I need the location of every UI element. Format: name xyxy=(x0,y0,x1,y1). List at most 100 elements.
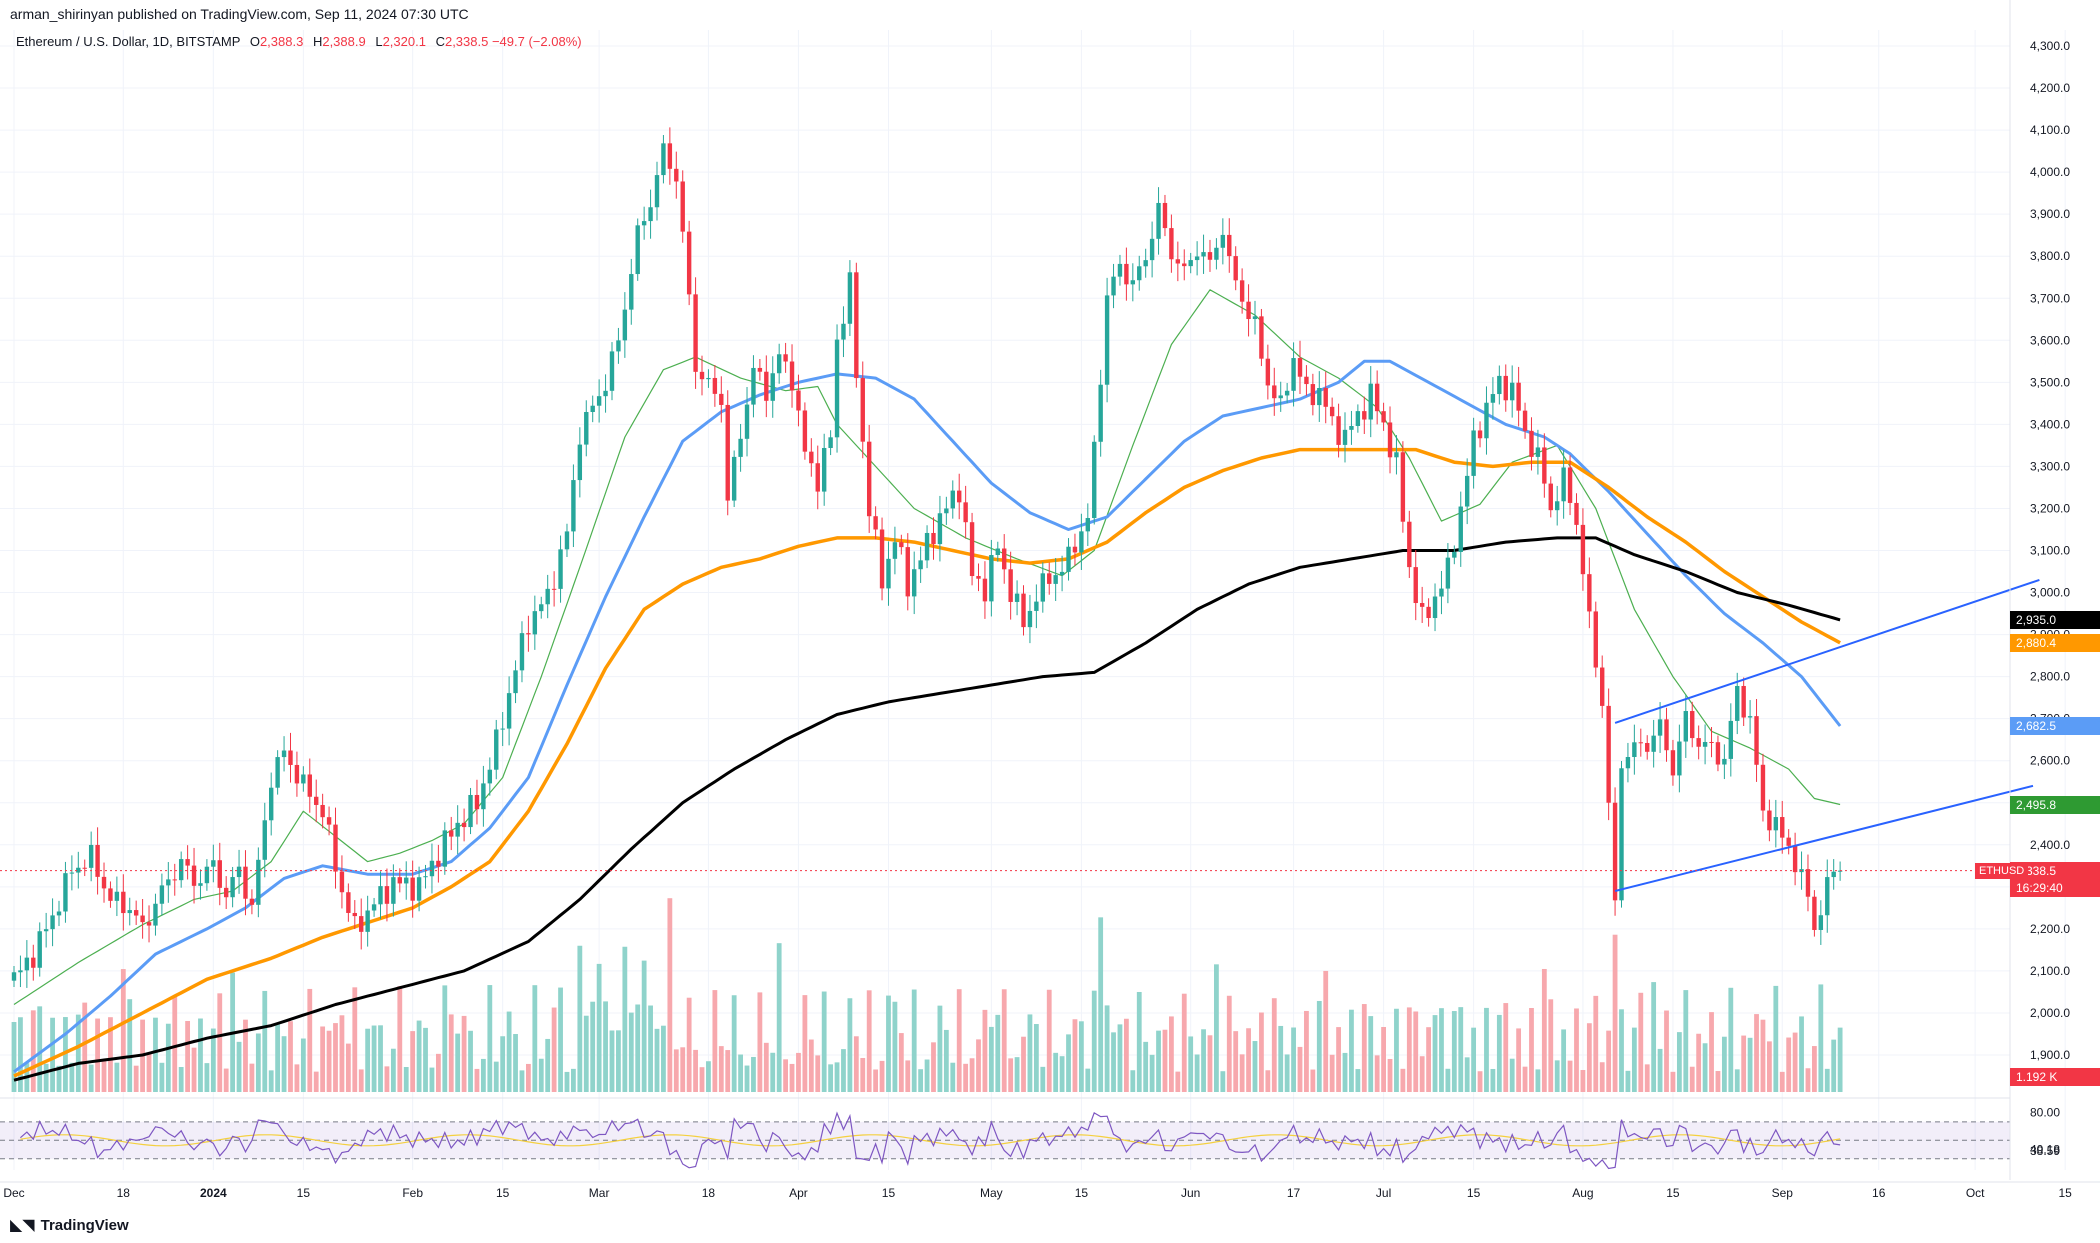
volume-bar xyxy=(1394,1008,1399,1092)
candle-body xyxy=(1574,502,1579,525)
volume-bar xyxy=(403,1067,409,1092)
volume-bar xyxy=(1323,970,1329,1092)
candle-body xyxy=(1509,382,1515,401)
candle-body xyxy=(31,957,36,968)
volume-bar xyxy=(712,990,718,1092)
volume-bar xyxy=(1265,1070,1271,1092)
candle-body xyxy=(1272,385,1277,399)
x-tick-label: 15 xyxy=(496,1186,510,1200)
volume-bar xyxy=(886,995,891,1092)
volume-bar xyxy=(1625,1070,1631,1092)
rsi-level-label: 40.18 xyxy=(2030,1142,2060,1156)
candle-body xyxy=(1683,711,1688,742)
volume-bar xyxy=(345,1043,351,1092)
volume-bar xyxy=(1612,934,1618,1092)
volume-bar xyxy=(1503,1003,1509,1092)
volume-bar xyxy=(1194,1054,1200,1092)
candle-body xyxy=(809,451,814,464)
change-value: −49.7 (−2.08%) xyxy=(491,34,582,49)
candle-body xyxy=(1464,475,1470,507)
candle-body xyxy=(989,555,994,602)
candle-body xyxy=(1825,877,1830,916)
y-tick-label: 3,300.0 xyxy=(2030,459,2070,473)
volume-bar xyxy=(1111,1032,1116,1092)
volume-bar xyxy=(1548,999,1554,1092)
candle-body xyxy=(1677,741,1682,776)
volume-bar xyxy=(1098,917,1104,1092)
candle-body xyxy=(1278,395,1283,399)
candle-body xyxy=(969,522,975,577)
volume-bar xyxy=(686,997,692,1092)
candle-body xyxy=(1587,574,1592,612)
volume-bar xyxy=(718,1046,724,1092)
candle-body xyxy=(912,569,917,597)
candle-body xyxy=(1317,388,1322,406)
candle-body xyxy=(1567,467,1573,503)
volume-bar xyxy=(461,1015,467,1092)
volume-bar xyxy=(1458,1007,1464,1092)
volume-bar xyxy=(468,1030,473,1092)
moving-averages xyxy=(13,289,1842,1082)
candle-body xyxy=(1040,573,1045,602)
volume-bar xyxy=(821,991,827,1092)
candle-body xyxy=(140,915,145,923)
price-tag: 2,935.0 xyxy=(2010,610,2100,629)
close-label: C xyxy=(435,34,445,49)
candle-body xyxy=(1818,915,1824,930)
volume-bar xyxy=(1419,1056,1425,1092)
rsi-pane xyxy=(0,1111,2010,1170)
candle-body xyxy=(429,860,435,877)
x-tick-label: 15 xyxy=(1467,1186,1481,1200)
candle-body xyxy=(1207,252,1213,260)
y-tick-label: 2,100.0 xyxy=(2030,964,2070,978)
volume-bar xyxy=(1831,1039,1837,1092)
volume-bar xyxy=(1541,968,1547,1092)
candle-body xyxy=(1484,402,1489,439)
candle-body xyxy=(494,729,499,770)
volume-bar xyxy=(1593,995,1599,1092)
volume-bar xyxy=(1130,1070,1136,1092)
candle-body xyxy=(198,883,203,886)
volume-bar xyxy=(1747,1037,1753,1092)
candle-body xyxy=(879,529,885,589)
volume-bar xyxy=(307,988,313,1092)
candle-body xyxy=(108,888,113,901)
volume-bar xyxy=(281,1036,287,1092)
volume-bar xyxy=(564,1071,570,1092)
candle-body xyxy=(1760,764,1766,811)
volume-bar xyxy=(667,898,673,1092)
candle-body xyxy=(449,830,454,837)
volume-bar xyxy=(757,992,763,1092)
y-tick-label: 3,900.0 xyxy=(2030,207,2070,221)
candle-body xyxy=(1702,741,1708,747)
candle-body xyxy=(1098,384,1103,442)
candle-body xyxy=(1117,263,1123,277)
candle-body xyxy=(654,175,660,208)
volume-bar xyxy=(1078,1021,1084,1092)
candle-body xyxy=(37,931,42,968)
candle-body xyxy=(56,911,62,916)
candle-body xyxy=(262,820,267,860)
candle-body xyxy=(275,757,280,788)
y-tick-label: 4,000.0 xyxy=(2030,165,2070,179)
candle-body xyxy=(1805,869,1811,897)
candle-body xyxy=(1394,452,1399,458)
symbol-title: Ethereum / U.S. Dollar, 1D, BITSTAMP xyxy=(16,34,241,49)
volume-bar xyxy=(1252,1041,1258,1092)
volume-bar xyxy=(429,1067,435,1092)
volume-bar xyxy=(1271,998,1277,1092)
volume-bar xyxy=(1316,1000,1322,1092)
volume-bar xyxy=(1451,1011,1457,1092)
volume-bar xyxy=(918,1069,924,1092)
candle-body xyxy=(1593,611,1598,668)
volume-bar xyxy=(1033,1024,1039,1092)
volume-bar xyxy=(320,1026,326,1092)
candle-body xyxy=(744,404,750,439)
volume-bar xyxy=(1766,1041,1772,1092)
volume-bar xyxy=(1516,1028,1522,1092)
candle-body xyxy=(1728,720,1734,759)
candle-body xyxy=(43,929,49,932)
tradingview-logo[interactable]: ◣◥ TradingView xyxy=(10,1215,129,1235)
candle-body xyxy=(519,633,525,671)
